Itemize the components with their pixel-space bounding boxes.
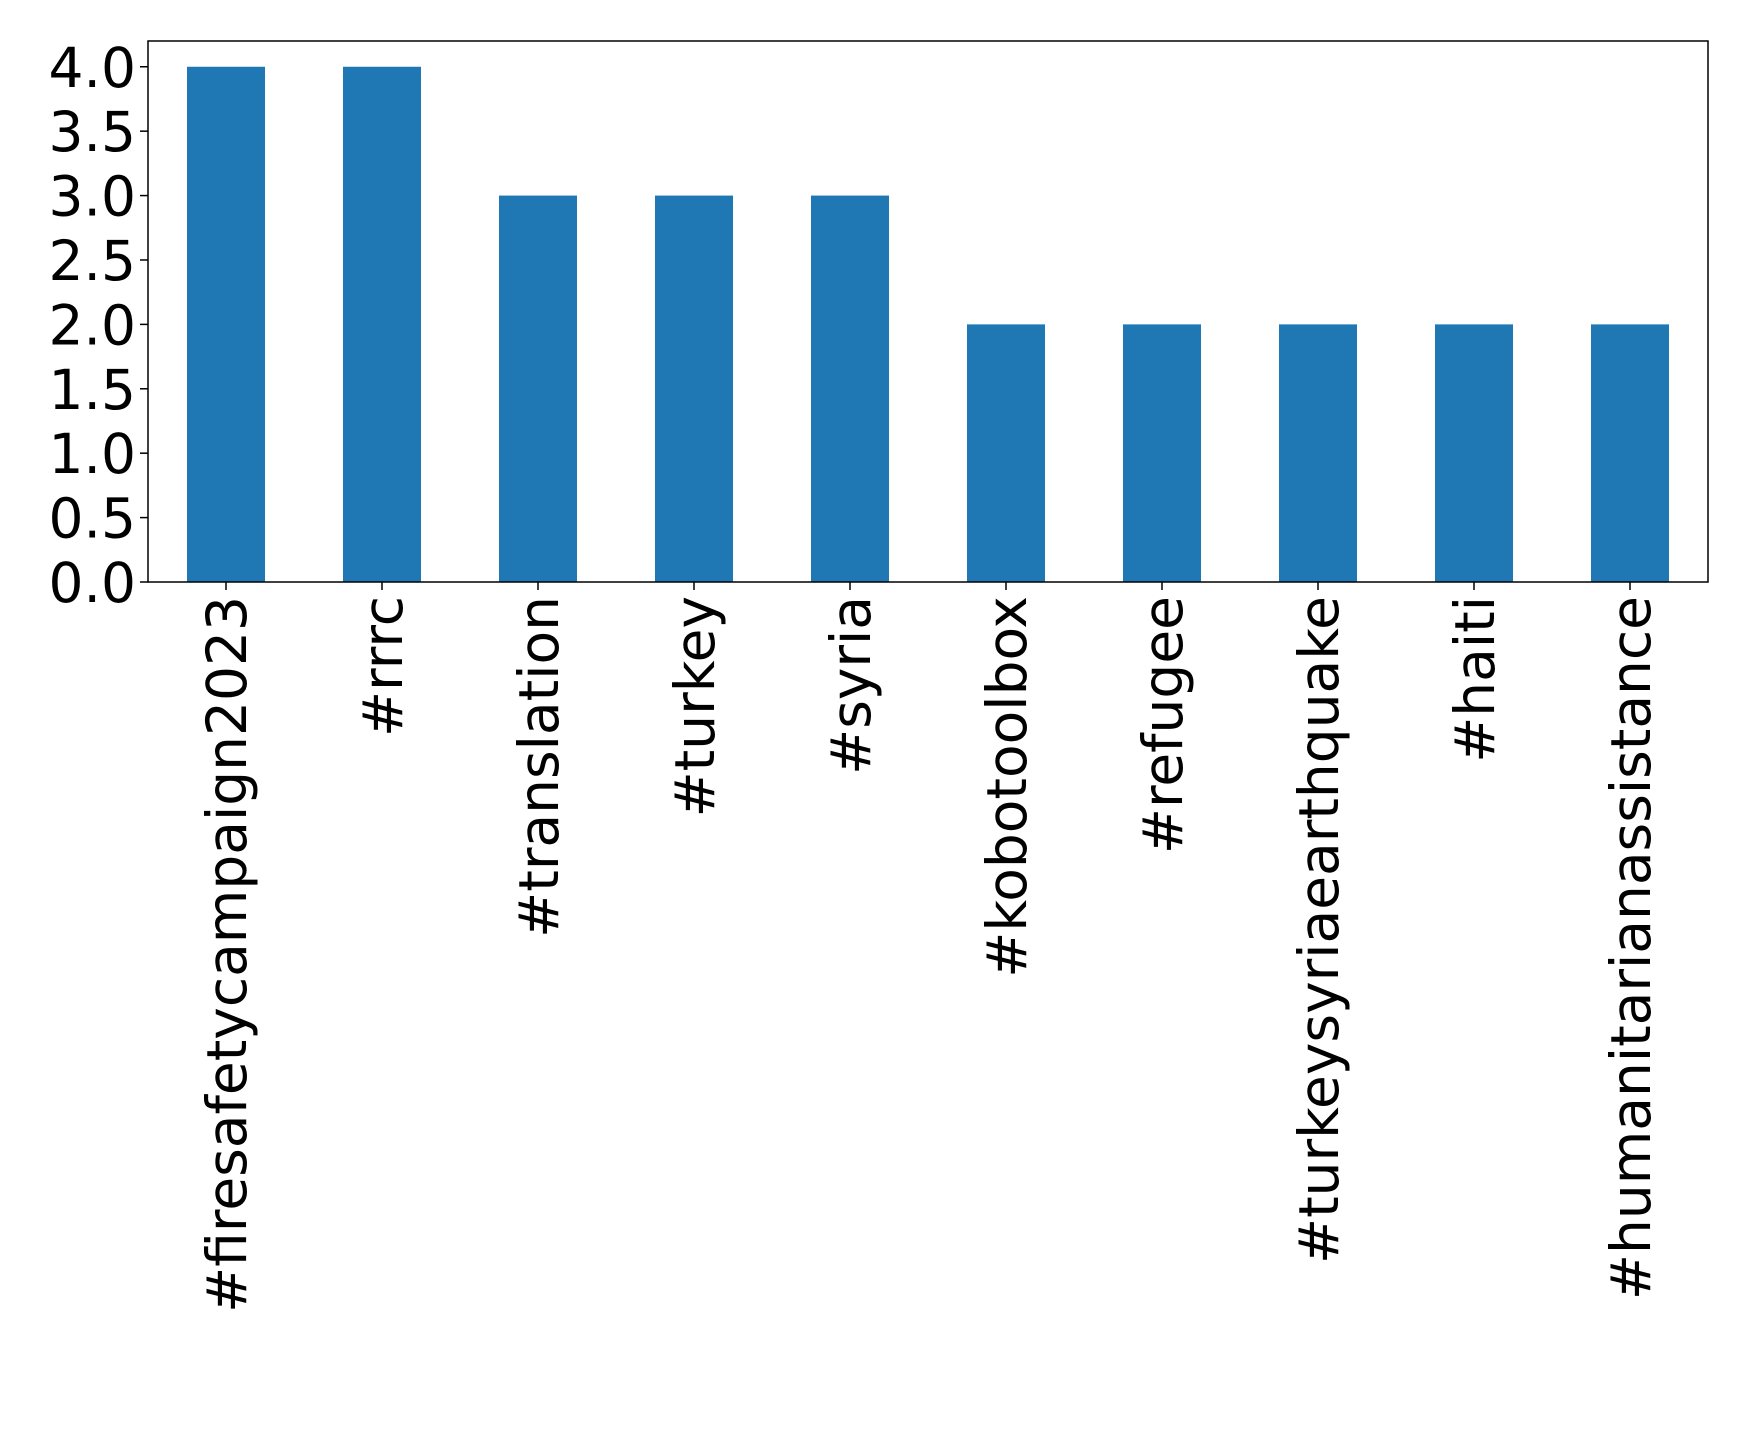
plot-frame — [147, 40, 1709, 583]
x-tick-label: #translation — [507, 596, 571, 938]
bar — [655, 195, 733, 583]
y-tick-label: 0.5 — [49, 487, 136, 551]
y-tick-label: 4.0 — [49, 36, 136, 100]
bar — [1435, 324, 1513, 582]
x-tick-label: #rrrc — [351, 596, 415, 737]
bar — [499, 195, 577, 583]
bar — [811, 195, 889, 583]
y-tick-label: 3.5 — [49, 100, 136, 164]
x-tick-label: #syria — [819, 596, 883, 775]
x-tick-label: #firesafetycampaign2023 — [195, 596, 259, 1313]
y-tick-label: 1.5 — [49, 358, 136, 422]
y-tick-label: 1.0 — [49, 422, 136, 486]
bar — [343, 66, 421, 582]
y-tick-label: 3.0 — [49, 165, 136, 229]
x-tick-label: #refugee — [1131, 596, 1195, 854]
bar — [967, 324, 1045, 582]
x-tick-label: #humanitarianassistance — [1599, 596, 1663, 1300]
x-tick-label: #turkey — [663, 596, 727, 817]
bar — [1279, 324, 1357, 582]
bar — [1591, 324, 1669, 582]
y-tick-label: 2.0 — [49, 293, 136, 357]
bar — [1123, 324, 1201, 582]
bar — [187, 66, 265, 582]
y-tick-label: 2.5 — [49, 229, 136, 293]
x-tick-label: #turkeysyriaearthquake — [1287, 596, 1351, 1264]
x-tick-label: #haiti — [1443, 596, 1507, 763]
x-tick-label: #kobotoolbox — [975, 596, 1039, 978]
y-tick-label: 0.0 — [49, 551, 136, 615]
